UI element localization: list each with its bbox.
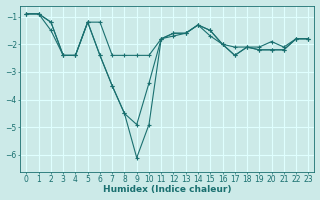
X-axis label: Humidex (Indice chaleur): Humidex (Indice chaleur) xyxy=(103,185,232,194)
